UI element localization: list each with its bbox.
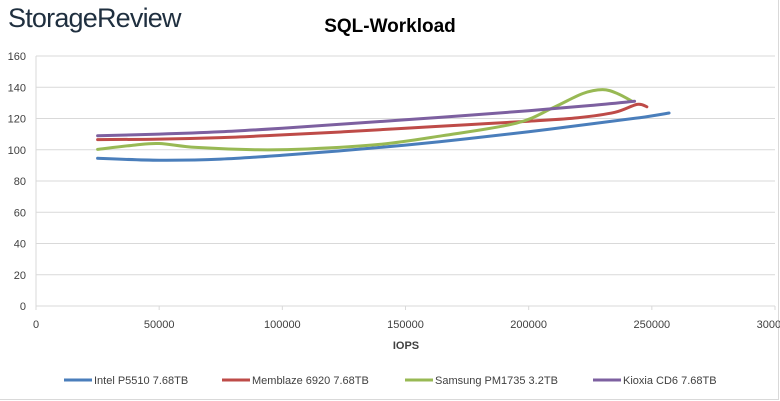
x-tick-label: 50000 [144,319,175,331]
chart-title: SQL-Workload [324,16,456,37]
y-tick-label: 60 [14,207,26,219]
series-line-1 [96,102,649,142]
x-tick-label: 100000 [264,319,301,331]
y-tick-label: 40 [14,239,26,251]
legend-label-3: Kioxia CD6 7.68TB [623,375,717,387]
y-tick-label: 140 [8,82,26,94]
legend-label-0: Intel P5510 7.68TB [94,375,188,387]
y-tick-label: 80 [14,176,26,188]
series-line-2 [96,88,634,152]
legend: Intel P5510 7.68TB Memblaze 6920 7.68TB Sa… [64,375,717,387]
series-line-0 [96,111,671,162]
x-tick-label: 0 [33,319,39,331]
y-tick-label: 160 [8,51,26,63]
brand-logo-part2: Review [96,3,182,33]
x-tick-label: 300000 [757,319,780,331]
series-lines [96,88,671,162]
axes: 0 20 40 60 80 100 120 140 160 0 50000 100000 150000 2… [8,51,780,331]
legend-label-2: Samsung PM1735 3.2TB [435,375,558,387]
brand-logo: StorageReview [8,3,182,34]
grid-lines [36,55,775,276]
series-line-3 [96,99,637,138]
x-axis-label: IOPS [393,340,419,352]
x-tick-label: 200000 [510,319,547,331]
x-tick-label: 150000 [387,319,424,331]
y-tick-label: 0 [20,301,26,313]
legend-label-1: Memblaze 6920 7.68TB [252,375,369,387]
y-tick-label: 20 [14,270,26,282]
y-tick-label: 120 [8,114,26,126]
brand-logo-part1: Storage [8,3,98,33]
x-tick-label: 250000 [633,319,670,331]
y-tick-label: 100 [8,145,26,157]
